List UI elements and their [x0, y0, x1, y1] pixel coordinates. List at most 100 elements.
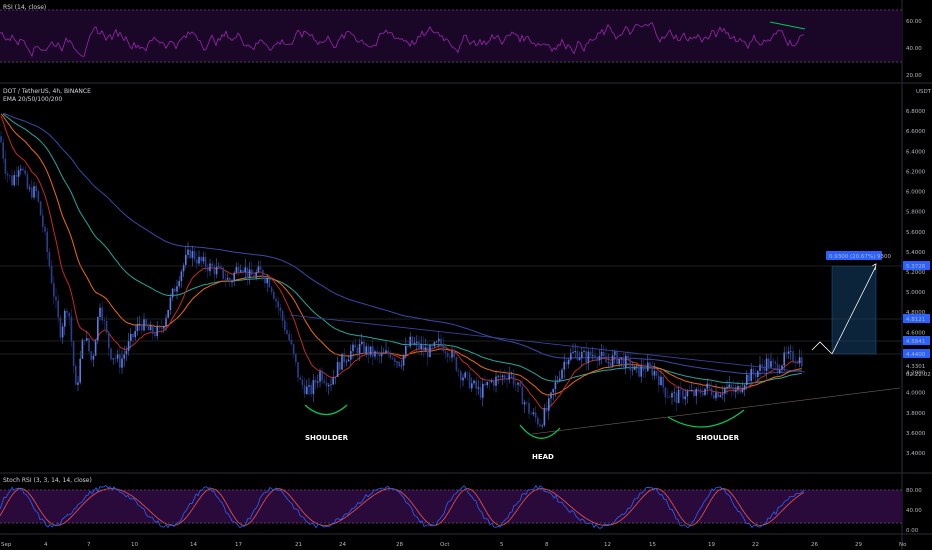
candle-body [270, 287, 273, 292]
candle-body [464, 372, 466, 378]
candle-body [693, 389, 695, 396]
rsi-line [0, 22, 805, 58]
price-tag: 4.5841 [906, 339, 925, 345]
candle-body [627, 355, 629, 359]
candle-body [638, 366, 640, 377]
candle-body [209, 263, 211, 272]
candle-body [363, 341, 365, 354]
candle-body [794, 361, 796, 363]
candle-body [772, 361, 774, 362]
candle-body [754, 374, 757, 378]
candle-body [11, 175, 13, 186]
candle-body [658, 375, 660, 386]
candle-body [55, 296, 57, 301]
candle-body [31, 187, 33, 198]
candle-body [4, 158, 7, 174]
time-axis-label: 15 [649, 542, 656, 548]
candle-body [24, 170, 26, 175]
candle-body [644, 370, 647, 372]
time-axis-label: No [899, 542, 907, 548]
candle-body [508, 374, 510, 380]
candle-body [512, 373, 515, 385]
candle-body [616, 351, 618, 365]
candle-body [501, 375, 504, 378]
candle-body [39, 201, 42, 216]
candle-body [229, 278, 231, 283]
candle-body [336, 362, 339, 377]
candle-body [149, 325, 152, 331]
price-tick-label: 5.2000 [906, 270, 926, 276]
candle-body [94, 340, 97, 356]
price-tag: 4.8121 [906, 317, 925, 323]
price-tick-label: 6.2000 [906, 169, 926, 175]
candle-body [160, 327, 163, 329]
candle-body [187, 249, 189, 255]
candle-body [185, 254, 187, 265]
candle-body [9, 175, 11, 176]
candle-body [2, 142, 4, 159]
candle-body [651, 366, 653, 376]
candle-body [28, 187, 31, 189]
candle-body [352, 344, 354, 352]
candle-body [576, 351, 579, 360]
candle-body [312, 380, 315, 395]
candle-body [779, 370, 781, 373]
stoch-band [0, 490, 902, 523]
candle-body [288, 333, 290, 341]
candle-body [48, 251, 51, 267]
candle-body [145, 319, 147, 327]
candle-body [92, 355, 95, 360]
candle-body [473, 380, 475, 384]
candle-body [488, 381, 491, 383]
candle-body [697, 388, 700, 390]
candle-body [246, 267, 249, 278]
candle-body [204, 257, 207, 268]
candle-body [152, 325, 154, 334]
candle-body [455, 357, 458, 371]
candle-body [545, 408, 548, 411]
candle-body [565, 361, 568, 365]
candle-body [631, 369, 634, 371]
price-tick-label: 4.2000 [906, 371, 926, 377]
candle-body [400, 365, 403, 367]
candle-body [737, 385, 739, 390]
bar-countdown: 02:22:02 [906, 372, 931, 378]
candle-body [116, 354, 119, 359]
candle-body [314, 380, 317, 383]
candle-body [438, 338, 440, 342]
candle-body [585, 351, 587, 363]
candle-body [57, 300, 59, 318]
candle-body [596, 358, 598, 361]
candle-body [284, 320, 286, 331]
candle-body [726, 386, 728, 389]
candle-body [299, 377, 301, 380]
candle-body [264, 278, 266, 284]
candle-body [317, 381, 319, 383]
candle-body [611, 355, 614, 367]
candle-body [189, 249, 191, 258]
candle-body [97, 317, 99, 341]
candle-body [130, 333, 132, 342]
candle-body [724, 388, 726, 394]
candle-body [757, 370, 759, 378]
price-tick-label: 5.0000 [906, 290, 926, 296]
candle-body [196, 259, 198, 264]
candle-body [273, 291, 275, 299]
candle-body [704, 388, 706, 396]
stoch-tick: 80.00 [906, 488, 922, 494]
candle-body [119, 354, 121, 368]
candle-body [176, 286, 178, 292]
candle-body [510, 373, 513, 375]
candle-body [655, 371, 658, 376]
candle-body [323, 380, 326, 383]
price-tick-label: 6.8000 [906, 109, 926, 115]
candle-body [22, 168, 24, 171]
rsi-tick: 60.00 [906, 19, 922, 25]
candle-body [75, 365, 77, 385]
candle-body [0, 136, 2, 143]
candle-body [319, 371, 321, 382]
candle-body [259, 266, 262, 271]
candle-body [660, 376, 662, 386]
candle-body [61, 326, 64, 338]
